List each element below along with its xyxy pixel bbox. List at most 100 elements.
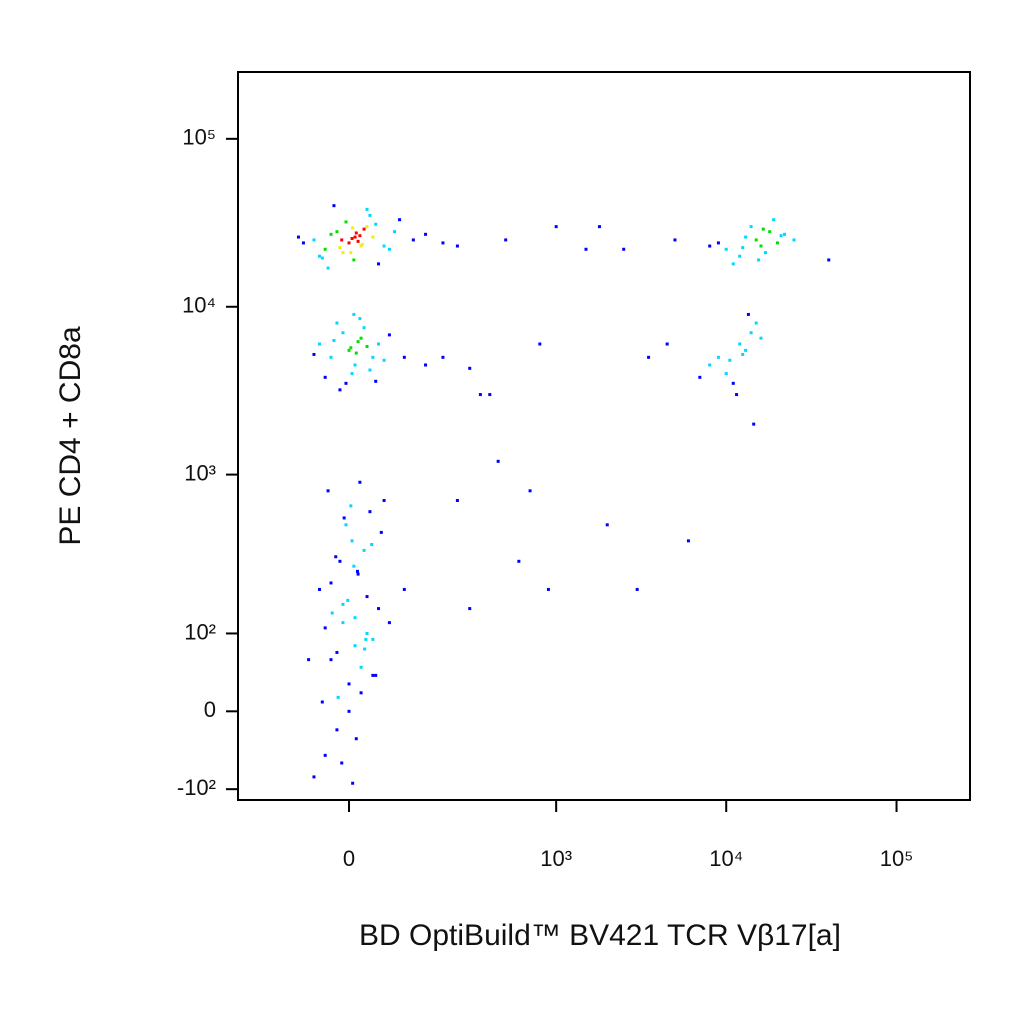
event-dot bbox=[665, 342, 669, 346]
event-dot bbox=[741, 246, 745, 250]
event-dot bbox=[496, 459, 500, 463]
event-dot bbox=[708, 244, 712, 248]
event-dot bbox=[708, 363, 712, 367]
event-dot bbox=[340, 238, 344, 242]
event-dot bbox=[350, 236, 354, 240]
event-dot bbox=[724, 372, 728, 376]
event-dot bbox=[424, 232, 428, 236]
event-dot bbox=[353, 644, 357, 648]
event-dot bbox=[738, 254, 742, 258]
event-dot bbox=[441, 355, 445, 359]
event-dot bbox=[468, 366, 472, 370]
event-dot bbox=[647, 355, 651, 359]
event-dot bbox=[402, 587, 406, 591]
event-dot bbox=[317, 342, 321, 346]
event-dot bbox=[374, 379, 378, 383]
event-dot bbox=[371, 235, 375, 239]
event-dot bbox=[356, 572, 360, 576]
event-dot bbox=[320, 256, 324, 260]
event-dot bbox=[759, 244, 763, 248]
event-dot bbox=[622, 247, 626, 251]
event-dot bbox=[352, 258, 356, 262]
x-tick-label: 10⁴ bbox=[709, 846, 743, 871]
event-dot bbox=[365, 631, 369, 635]
event-dot bbox=[371, 637, 375, 641]
event-dot bbox=[752, 422, 756, 426]
event-dot bbox=[329, 658, 333, 662]
event-dot bbox=[368, 510, 372, 514]
event-dot bbox=[338, 388, 342, 392]
event-dot bbox=[317, 587, 321, 591]
event-dot bbox=[441, 241, 445, 245]
event-dot bbox=[365, 344, 369, 348]
event-dot bbox=[323, 753, 327, 757]
event-dot bbox=[374, 673, 378, 677]
event-dot bbox=[728, 358, 732, 362]
event-dot bbox=[341, 251, 345, 255]
event-dot bbox=[554, 225, 558, 229]
event-dot bbox=[360, 242, 364, 246]
event-dot bbox=[347, 682, 351, 686]
event-dot bbox=[351, 226, 355, 230]
event-dot bbox=[317, 254, 321, 258]
event-dot bbox=[371, 673, 375, 677]
event-dot bbox=[605, 523, 609, 527]
event-dot bbox=[455, 244, 459, 248]
event-dot bbox=[731, 262, 735, 266]
event-dot bbox=[329, 581, 333, 585]
event-dot bbox=[358, 234, 362, 238]
event-dot bbox=[353, 235, 357, 239]
y-tick-label: 10³ bbox=[184, 460, 216, 485]
event-dot bbox=[377, 342, 381, 346]
event-dot bbox=[346, 598, 350, 602]
event-dot bbox=[761, 227, 765, 231]
event-dot bbox=[363, 647, 367, 651]
event-dot bbox=[744, 235, 748, 239]
event-dot bbox=[335, 321, 339, 325]
event-dot bbox=[754, 238, 758, 242]
event-dot bbox=[362, 326, 366, 330]
event-dot bbox=[351, 781, 355, 785]
event-dot bbox=[377, 262, 381, 266]
event-dot bbox=[757, 258, 761, 262]
event-dot bbox=[517, 559, 521, 563]
event-dot bbox=[411, 238, 415, 242]
event-dot bbox=[673, 238, 677, 242]
event-dot bbox=[347, 348, 351, 352]
event-dot bbox=[763, 251, 767, 255]
event-dot bbox=[342, 516, 346, 520]
event-dot bbox=[323, 626, 327, 630]
event-dot bbox=[335, 728, 339, 732]
plot-frame bbox=[237, 71, 971, 801]
event-dot bbox=[323, 247, 327, 251]
event-dot bbox=[731, 381, 735, 385]
event-dot bbox=[371, 355, 375, 359]
event-dot bbox=[296, 235, 300, 239]
event-dot bbox=[353, 616, 357, 620]
event-dot bbox=[468, 607, 472, 611]
event-dot bbox=[312, 238, 316, 242]
event-dot bbox=[365, 207, 369, 211]
event-dot bbox=[724, 247, 728, 251]
event-dot bbox=[759, 336, 763, 340]
event-dot bbox=[488, 393, 492, 397]
event-dot bbox=[393, 230, 397, 234]
event-dot bbox=[347, 241, 351, 245]
event-dot bbox=[330, 611, 334, 615]
event-dot bbox=[387, 333, 391, 337]
event-dot bbox=[716, 355, 720, 359]
event-dot bbox=[382, 244, 386, 248]
event-dot bbox=[686, 539, 690, 543]
event-dot bbox=[353, 363, 357, 367]
event-dot bbox=[350, 372, 354, 376]
event-dot bbox=[332, 338, 336, 342]
event-dot bbox=[754, 321, 758, 325]
event-dot bbox=[341, 331, 345, 335]
event-dot bbox=[349, 504, 353, 508]
event-dot bbox=[359, 244, 363, 248]
y-tick-label: 10⁴ bbox=[182, 293, 216, 318]
event-dot bbox=[365, 225, 369, 229]
event-dot bbox=[546, 587, 550, 591]
event-dot bbox=[352, 312, 356, 316]
event-dot bbox=[746, 312, 750, 316]
